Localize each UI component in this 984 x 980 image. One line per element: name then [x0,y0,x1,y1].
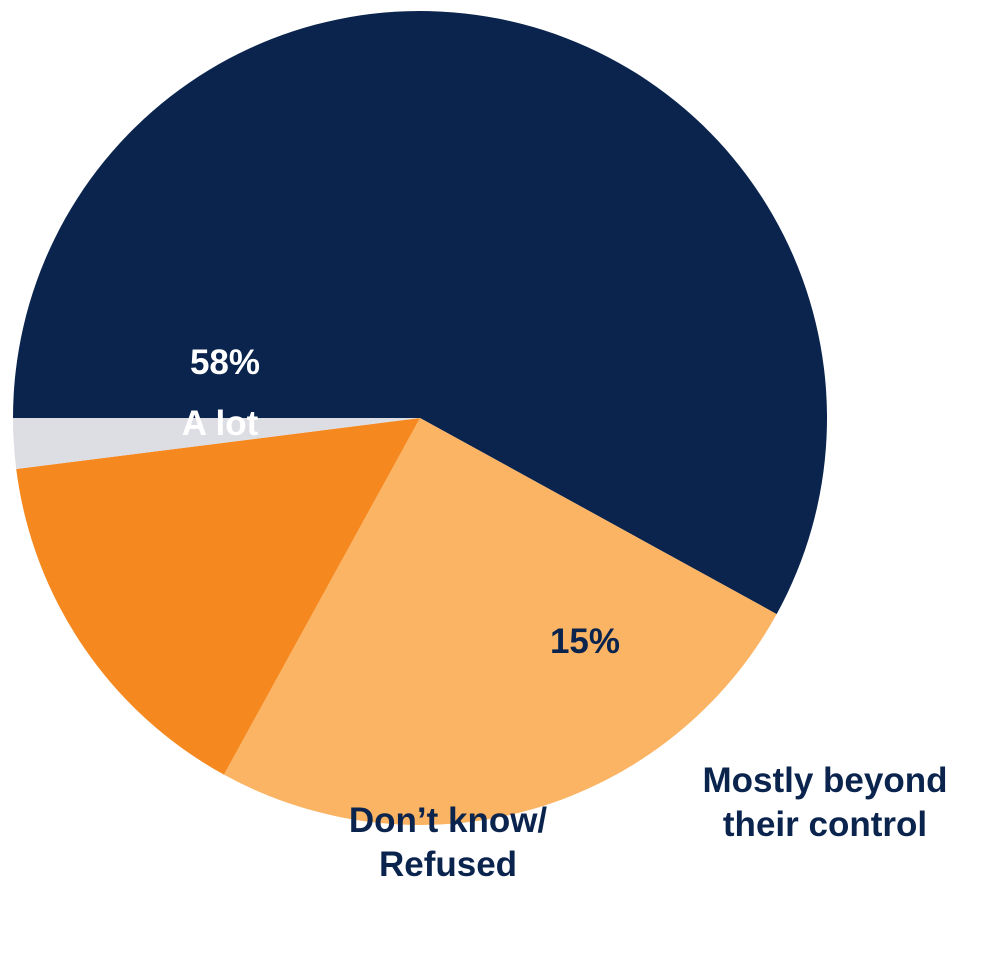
slice-category-label-1-line-0: A little [595,367,701,406]
slice-value-label-0: 58% [190,343,260,382]
pie-slice-3 [13,418,420,470]
slice-category-label-3-line-1: Refused [379,845,517,884]
slice-category-label-0-line-0: A lot [182,404,259,443]
slices-layer [13,11,827,826]
slice-value-label-1: 25% [613,304,683,343]
slice-category-label-2-line-0: Mostly beyond [702,761,947,800]
pie-slice-0 [13,11,827,615]
slice-category-label-3-line-0: Don’t know/ [349,801,548,840]
slice-category-label-2-line-1: their control [723,805,927,844]
pie-slice-1 [223,418,777,826]
labels-layer: 58% A lot 25% A little 15% Mostly beyond their… [182,304,948,884]
pie-slice-2 [16,418,421,775]
slice-value-label-2: 15% [550,622,620,661]
